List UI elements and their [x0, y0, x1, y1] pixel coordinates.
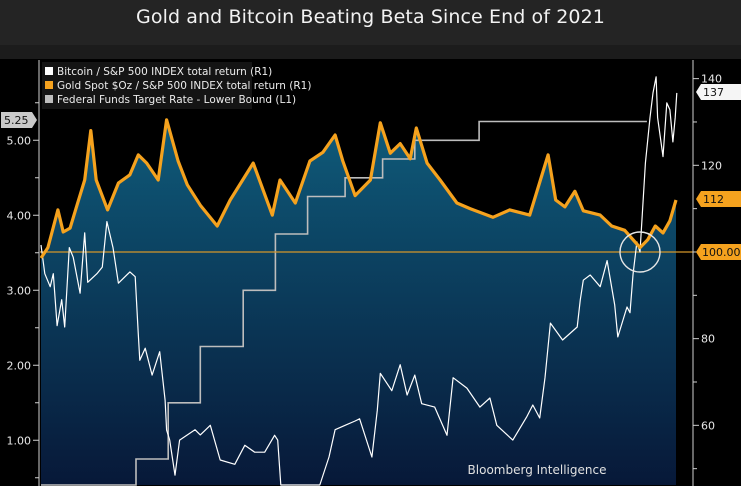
- tag-gold-last: 112: [696, 191, 741, 207]
- legend-label-fed-funds: Federal Funds Target Rate - Lower Bound …: [57, 94, 296, 106]
- right-tick-label: 80: [701, 333, 715, 346]
- right-tick-label: 120: [701, 159, 722, 172]
- tag-bitcoin-value: 137: [703, 86, 724, 99]
- plot-area: [40, 76, 693, 486]
- right-tick-label: 140: [701, 73, 722, 86]
- legend-swatch-fed-funds: [45, 95, 53, 103]
- right-tick-label: 60: [701, 419, 715, 432]
- right-axis-ticks: 60 80 120 140: [693, 73, 722, 470]
- tag-fed-funds-last: 5.25: [1, 112, 37, 128]
- bitcoin-line: [40, 76, 678, 486]
- fed-funds-step-line: [41, 120, 647, 486]
- left-tick-label: 4.00: [7, 209, 32, 222]
- title-bar-divider: [0, 45, 741, 59]
- left-tick-label: 2.00: [7, 359, 32, 372]
- legend-swatch-gold: [45, 81, 53, 89]
- chart-title: Gold and Bitcoin Beating Beta Since End …: [136, 6, 605, 28]
- legend-swatch-bitcoin: [45, 67, 53, 75]
- highlight-circle: [619, 231, 661, 273]
- gold-line: [40, 118, 678, 259]
- left-tick-label: 5.00: [7, 134, 32, 147]
- tag-bitcoin-last: 137: [696, 84, 741, 100]
- left-tick-label: 3.00: [7, 284, 32, 297]
- source-watermark: Bloomberg Intelligence: [468, 463, 607, 477]
- left-tick-label: 1.00: [7, 434, 32, 447]
- legend-background: [42, 62, 252, 109]
- tag-gold-value: 112: [703, 193, 724, 206]
- title-bar: Gold and Bitcoin Beating Beta Since End …: [0, 0, 741, 45]
- legend: Bitcoin / S&P 500 INDEX total return (R1…: [42, 62, 311, 109]
- legend-label-bitcoin: Bitcoin / S&P 500 INDEX total return (R1…: [57, 66, 272, 78]
- tag-reference-value: 100.00: [702, 246, 741, 259]
- legend-label-gold: Gold Spot $Oz / S&P 500 INDEX total retu…: [57, 80, 311, 92]
- tag-fed-funds-value: 5.25: [4, 114, 29, 127]
- tag-reference-100: 100.00: [696, 244, 741, 260]
- left-axis-ticks: 1.00 2.00 3.00 4.00 5.00: [7, 102, 39, 479]
